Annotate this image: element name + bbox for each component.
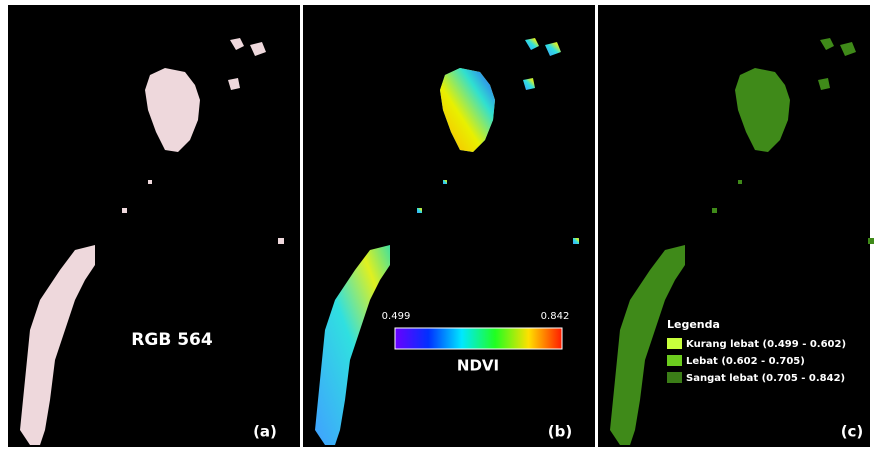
panel-label: (b): [548, 423, 572, 441]
colorbar: [395, 328, 562, 349]
legend-label: Kurang lebat (0.499 - 0.602): [686, 339, 846, 350]
panel-label: (a): [253, 423, 277, 441]
legend-swatch: [667, 338, 682, 349]
colorbar-min: 0.499: [382, 311, 411, 322]
figure: RGB 564 (a) (b) (c) 0.499 0.842 NDVI Leg…: [0, 0, 877, 450]
colorbar-max: 0.842: [541, 311, 570, 322]
panel-label: (c): [841, 423, 864, 441]
colorbar-title: NDVI: [457, 357, 499, 375]
legend-label: Lebat (0.602 - 0.705): [686, 356, 805, 367]
legend-swatch: [667, 355, 682, 366]
legend-title: Legenda: [667, 318, 720, 331]
caption: RGB 564: [131, 330, 213, 350]
legend-swatch: [667, 372, 682, 383]
legend-label: Sangat lebat (0.705 - 0.842): [686, 373, 845, 384]
